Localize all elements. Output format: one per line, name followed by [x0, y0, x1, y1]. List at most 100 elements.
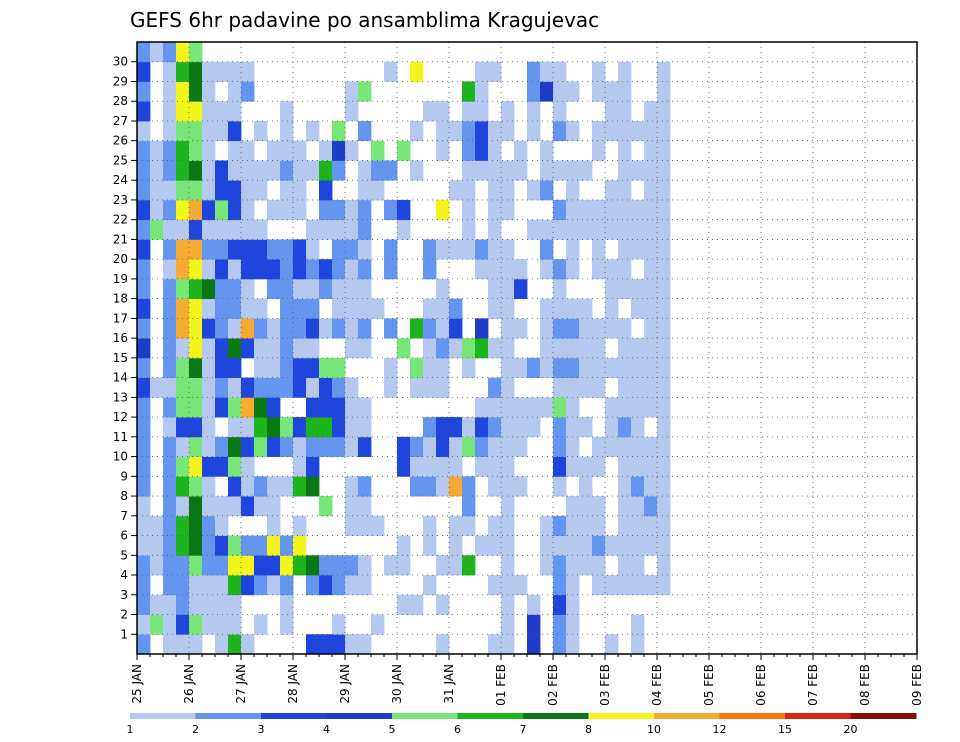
grid-lines: [137, 42, 917, 654]
heatmap-cell: [449, 417, 463, 438]
heatmap-cell: [397, 436, 411, 457]
y-tick-label: 15: [113, 351, 128, 365]
heatmap-cell: [462, 140, 476, 161]
heatmap-cell: [241, 436, 255, 457]
heatmap-cell: [319, 575, 333, 596]
heatmap-cell: [215, 436, 229, 457]
heatmap-cell: [189, 81, 203, 102]
heatmap-cell: [423, 515, 437, 536]
heatmap-cell: [410, 318, 424, 339]
heatmap-cell: [553, 278, 567, 300]
heatmap-cell: [176, 318, 190, 339]
heatmap-cell: [202, 476, 216, 497]
heatmap-cell: [540, 239, 554, 260]
heatmap-cell: [553, 575, 567, 596]
heatmap-cell: [631, 120, 645, 142]
heatmap-cell: [176, 298, 190, 319]
heatmap-cell: [215, 278, 229, 300]
y-tick-label: 24: [113, 173, 128, 187]
heatmap-cell: [436, 436, 450, 457]
heatmap-cell: [488, 535, 502, 556]
heatmap-cell: [319, 357, 333, 379]
heatmap-cell: [228, 278, 242, 300]
heatmap-cell: [566, 239, 580, 260]
heatmap-cell: [475, 417, 489, 438]
heatmap-cell: [436, 120, 450, 142]
heatmap-cell: [345, 239, 359, 260]
colorbar-label: 10: [647, 723, 661, 736]
heatmap-cell: [436, 140, 450, 161]
heatmap-cell: [657, 160, 671, 181]
heatmap-cell: [267, 160, 281, 181]
heatmap-cell: [176, 535, 190, 556]
heatmap-cell: [423, 575, 437, 596]
y-tick-label: 19: [113, 272, 128, 286]
heatmap-cell: [631, 219, 645, 240]
heatmap-cell: [579, 456, 593, 477]
heatmap-cell: [280, 535, 294, 556]
heatmap-cell: [345, 298, 359, 319]
heatmap-cell: [306, 219, 320, 240]
heatmap-cell: [436, 555, 450, 576]
heatmap-cell: [137, 456, 151, 477]
heatmap-cell: [644, 101, 658, 122]
heatmap-cell: [488, 219, 502, 240]
heatmap-cell: [592, 535, 606, 556]
heatmap-cell: [150, 160, 164, 181]
y-tick-label: 27: [113, 114, 128, 128]
heatmap-cell: [137, 101, 151, 122]
heatmap-cell: [202, 61, 216, 82]
heatmap-cell: [241, 476, 255, 497]
heatmap-cell: [618, 239, 632, 260]
heatmap-cell: [176, 634, 190, 655]
heatmap-cell: [228, 575, 242, 596]
colorbar-label: 7: [520, 723, 527, 736]
heatmap-cell: [553, 101, 567, 122]
heatmap-cell: [163, 535, 177, 556]
heatmap-cell: [527, 634, 541, 655]
heatmap-cell: [644, 357, 658, 379]
y-tick-label: 28: [113, 94, 128, 108]
y-tick-label: 26: [113, 134, 128, 148]
heatmap-cell: [358, 575, 372, 596]
heatmap-cell: [189, 397, 203, 418]
heatmap-cell: [163, 160, 177, 181]
heatmap-cell: [462, 81, 476, 102]
heatmap-cell: [592, 377, 606, 398]
heatmap-cell: [618, 555, 632, 576]
heatmap-cell: [527, 594, 541, 615]
x-tick-label: 01 FEB: [494, 664, 508, 706]
chart-title: GEFS 6hr padavine po ansamblima Kragujev…: [130, 8, 599, 32]
heatmap-cell: [176, 199, 190, 221]
heatmap-cell: [618, 436, 632, 457]
heatmap-cell: [332, 278, 346, 300]
y-tick-label: 16: [113, 331, 128, 345]
heatmap-cell: [189, 101, 203, 122]
heatmap-cell: [176, 239, 190, 260]
heatmap-cell: [150, 180, 164, 201]
heatmap-cell: [605, 199, 619, 221]
heatmap-cell: [527, 101, 541, 122]
heatmap-cell: [280, 120, 294, 142]
heatmap-cell: [163, 377, 177, 398]
heatmap-cell: [644, 239, 658, 260]
heatmap-cell: [423, 298, 437, 319]
heatmap-cell: [280, 338, 294, 359]
heatmap-cell: [345, 436, 359, 457]
heatmap-cell: [267, 397, 281, 418]
heatmap-cell: [189, 555, 203, 576]
heatmap-cell: [254, 377, 268, 398]
heatmap-cell: [267, 140, 281, 161]
heatmap-cell: [488, 180, 502, 201]
y-tick-label: 8: [120, 489, 128, 503]
heatmap-cell: [540, 318, 554, 339]
heatmap-cell: [605, 634, 619, 655]
heatmap-cell: [189, 298, 203, 319]
heatmap-cell: [449, 436, 463, 457]
heatmap-cell: [449, 555, 463, 576]
heatmap-cell: [501, 555, 515, 576]
heatmap-cell: [423, 318, 437, 339]
heatmap-cell: [631, 456, 645, 477]
heatmap-cell: [488, 259, 502, 280]
heatmap-cell: [176, 614, 190, 635]
